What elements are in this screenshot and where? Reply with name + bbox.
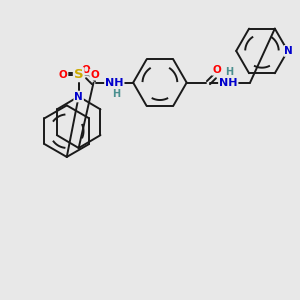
Text: H: H: [225, 67, 233, 77]
Text: NH: NH: [219, 78, 238, 88]
Text: O: O: [58, 70, 67, 80]
Text: O: O: [90, 70, 99, 80]
Text: N: N: [284, 46, 293, 56]
Text: N: N: [74, 92, 83, 101]
Text: NH: NH: [105, 78, 124, 88]
Text: O: O: [81, 65, 90, 75]
Text: H: H: [112, 88, 120, 98]
Text: O: O: [212, 65, 221, 75]
Text: S: S: [74, 68, 83, 81]
